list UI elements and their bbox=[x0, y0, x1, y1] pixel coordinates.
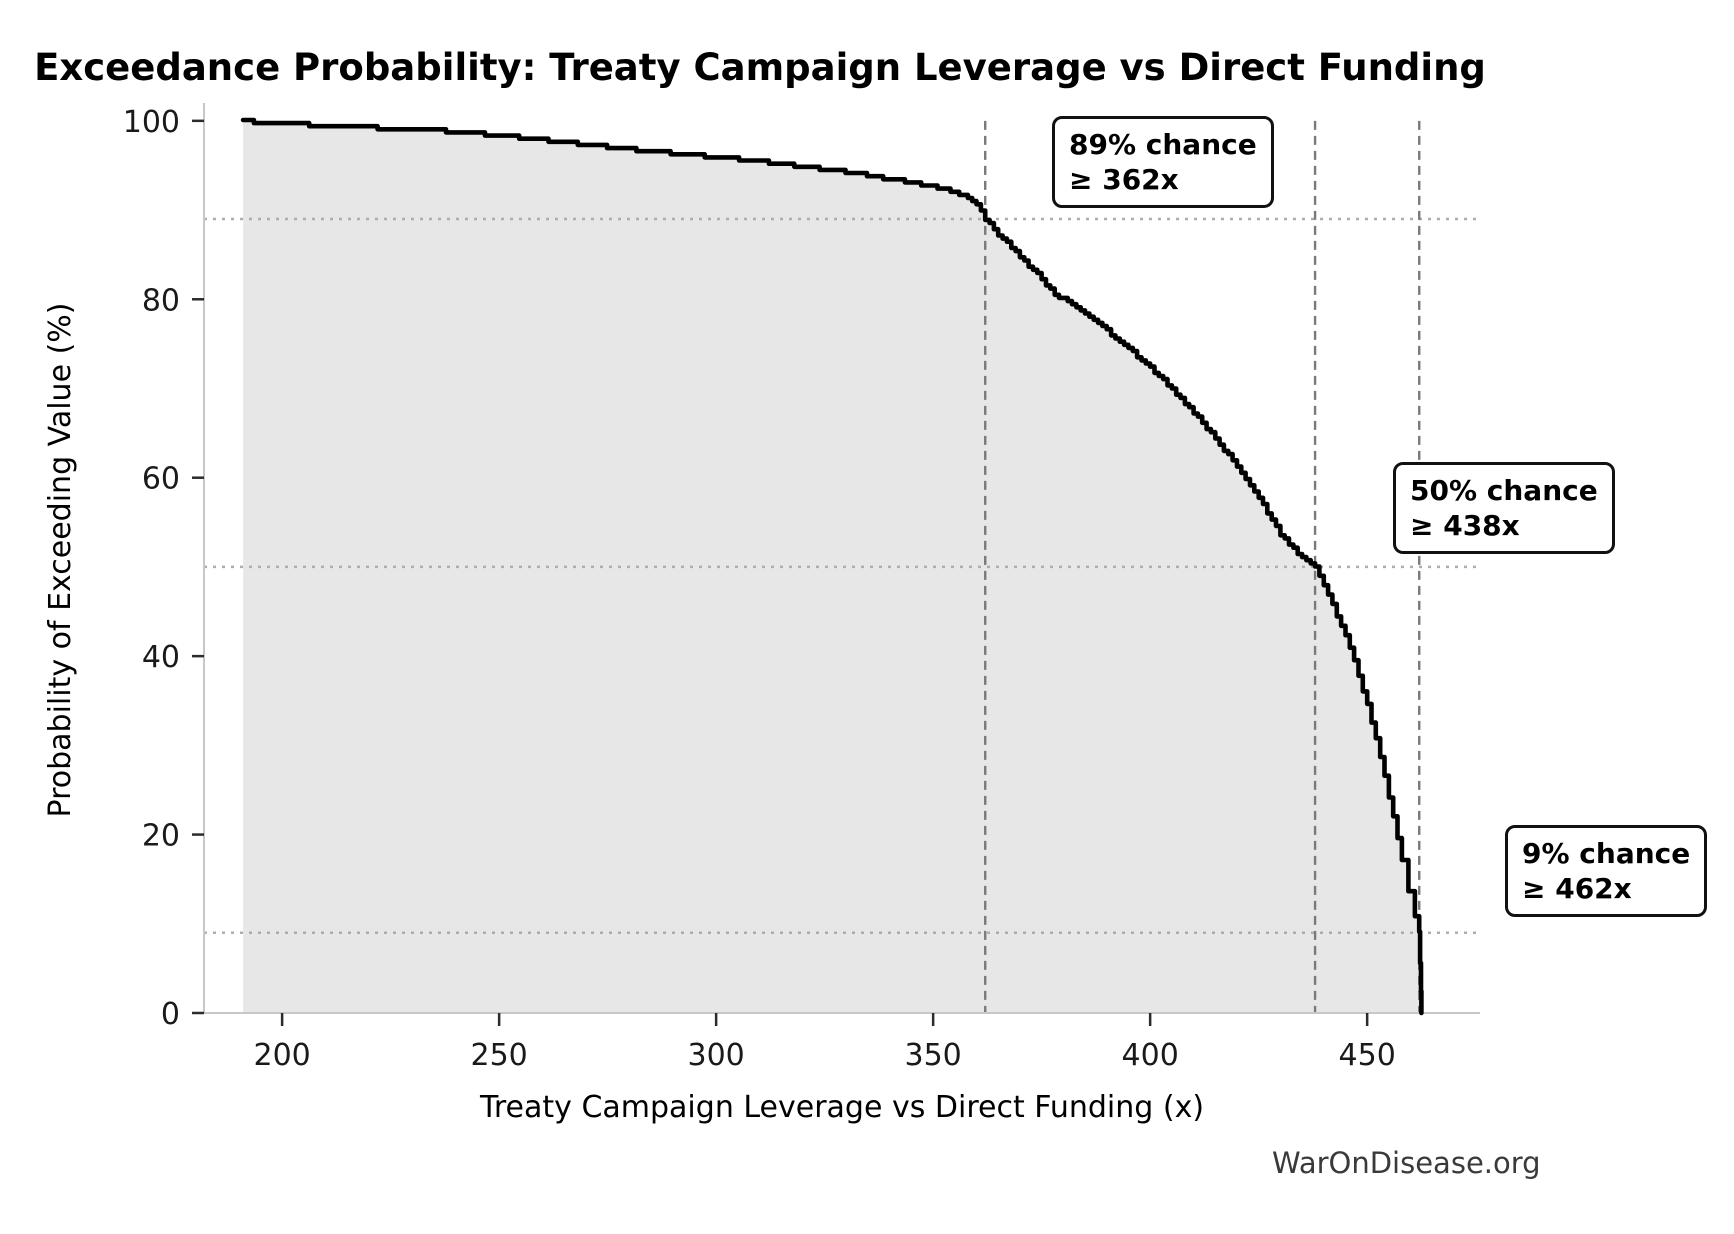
y-tick-label: 80 bbox=[142, 283, 180, 318]
x-axis-label: Treaty Campaign Leverage vs Direct Fundi… bbox=[479, 1090, 1205, 1125]
y-tick-label: 100 bbox=[123, 105, 180, 140]
y-tick-label: 0 bbox=[161, 997, 180, 1032]
y-tick-label: 40 bbox=[142, 640, 180, 675]
x-tick-label: 400 bbox=[1122, 1038, 1179, 1073]
x-tick-label: 350 bbox=[905, 1038, 962, 1073]
watermark-text: WarOnDisease.org bbox=[1272, 1146, 1541, 1180]
x-tick-label: 300 bbox=[688, 1038, 745, 1073]
exceedance-curve bbox=[240, 117, 1424, 1016]
annotation-chance-text: 89% chance bbox=[1069, 128, 1257, 161]
annotation-chance-text: 9% chance bbox=[1522, 837, 1691, 870]
exceedance-area-fill bbox=[243, 120, 1422, 1013]
annotation-chance-text: 50% chance bbox=[1410, 474, 1598, 507]
annotation-threshold-text: ≥ 462x bbox=[1522, 872, 1632, 905]
y-tick-label: 20 bbox=[142, 819, 180, 854]
annotation-box-50pct: 50% chance ≥ 438x bbox=[1393, 462, 1615, 554]
x-tick-label: 450 bbox=[1339, 1038, 1396, 1073]
annotation-box-9pct: 9% chance ≥ 462x bbox=[1505, 825, 1708, 917]
x-tick-label: 250 bbox=[470, 1038, 527, 1073]
y-axis-label: Probability of Exceeding Value (%) bbox=[43, 302, 78, 818]
chart-title: Exceedance Probability: Treaty Campaign … bbox=[34, 46, 1486, 89]
y-tick-label: 60 bbox=[142, 462, 180, 497]
annotation-box-89pct: 89% chance ≥ 362x bbox=[1052, 116, 1274, 208]
annotation-threshold-text: ≥ 362x bbox=[1069, 163, 1179, 196]
annotation-threshold-text: ≥ 438x bbox=[1410, 509, 1520, 542]
x-tick-label: 200 bbox=[253, 1038, 310, 1073]
